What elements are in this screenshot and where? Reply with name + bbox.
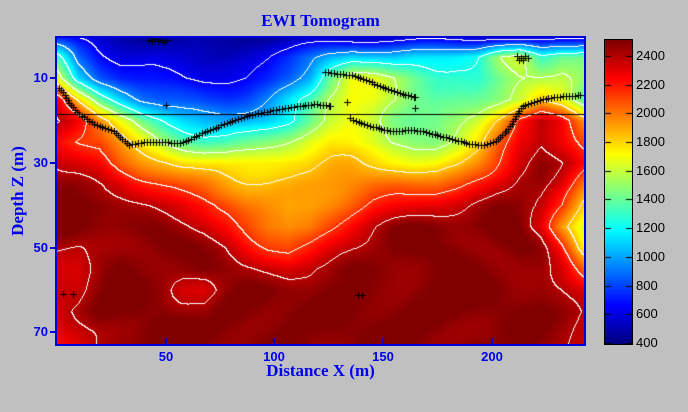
- y-tick: [50, 162, 57, 164]
- x-axis-label: Distance X (m): [266, 361, 375, 380]
- colorbar-canvas: [604, 39, 633, 345]
- colorbar-tick-label: 400: [636, 335, 658, 350]
- colorbar-tick-label: 800: [636, 278, 658, 293]
- plot-title: EWI Tomogram: [261, 11, 380, 30]
- colorbar-tick-label: 1600: [636, 163, 665, 178]
- x-tick-label: 200: [481, 349, 503, 364]
- colorbar-tick-label: 1800: [636, 134, 665, 149]
- tomogram-heatmap-canvas: [57, 38, 584, 344]
- y-tick-label: 10: [33, 70, 48, 85]
- colorbar-tick-label: 2400: [636, 48, 665, 63]
- x-tick-label: 100: [263, 349, 285, 364]
- y-tick-label: 50: [33, 240, 48, 255]
- colorbar-tick-label: 1400: [636, 191, 665, 206]
- x-tick-label: 150: [372, 349, 394, 364]
- colorbar-tick-label: 2000: [636, 105, 665, 120]
- x-tick-label: 50: [158, 349, 174, 364]
- y-axis-label: Depth Z (m): [8, 146, 27, 236]
- colorbar-tick-label: 600: [636, 306, 658, 321]
- colorbar-tick-label: 2200: [636, 77, 665, 92]
- y-tick: [50, 77, 57, 79]
- y-tick: [50, 331, 57, 333]
- y-tick-label: 30: [33, 155, 48, 170]
- y-tick-label: 70: [33, 324, 48, 339]
- colorbar-tick-label: 1000: [636, 249, 665, 264]
- y-tick: [50, 247, 57, 249]
- colorbar-tick-label: 1200: [636, 220, 665, 235]
